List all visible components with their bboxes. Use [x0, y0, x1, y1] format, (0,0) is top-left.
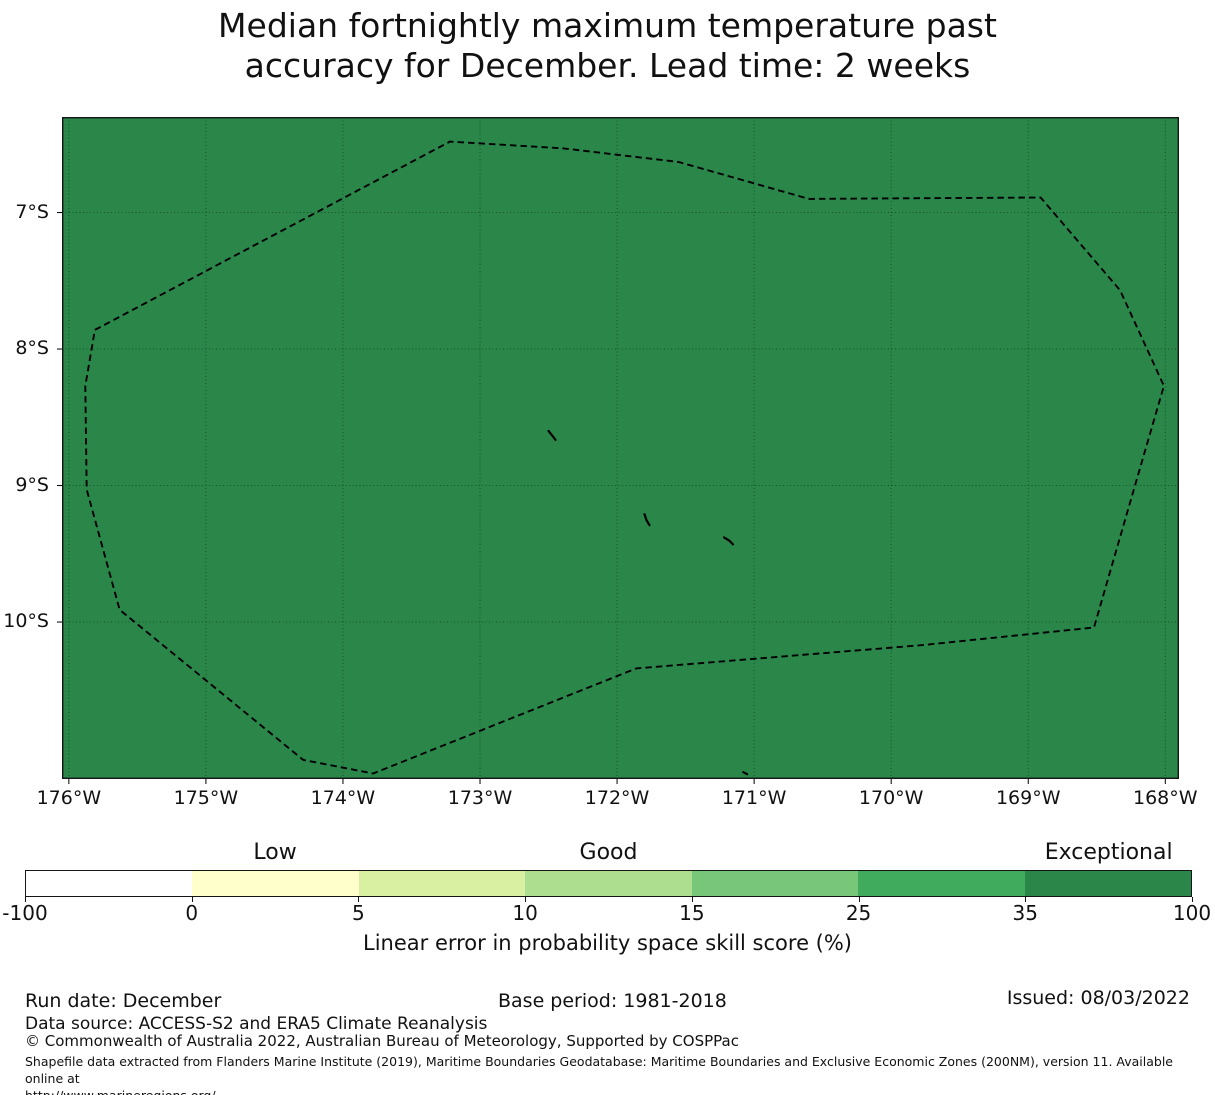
footer-copyright: © Commonwealth of Australia 2022, Austra… — [25, 1032, 739, 1050]
colorbar-segment — [525, 871, 692, 896]
map-plot-area — [57, 116, 1179, 784]
footer-shapefile-note: Shapefile data extracted from Flanders M… — [25, 1054, 1173, 1095]
colorbar-tick-label: 15 — [679, 901, 705, 925]
colorbar-tick — [358, 897, 360, 902]
colorbar-tick — [858, 897, 860, 902]
y-axis-tick-label: 9°S — [15, 473, 49, 496]
x-axis-tick-label: 174°W — [310, 787, 376, 809]
colorbar-tick-label: 25 — [845, 901, 872, 925]
colorbar-tick-label: 100 — [1172, 901, 1212, 925]
colorbar-segment — [858, 871, 1025, 896]
colorbar-tick — [1025, 897, 1027, 902]
colorbar-segment — [26, 871, 193, 896]
x-axis-tick-label: 168°W — [1133, 787, 1198, 809]
island-mark — [547, 429, 557, 441]
footer-issued-date: Issued: 08/03/2022 — [1006, 987, 1190, 1009]
y-axis-tick-label: 7°S — [15, 200, 49, 223]
eez-dashed-boundary — [84, 140, 1165, 775]
colorbar-tick-label: 10 — [512, 901, 538, 925]
colorbar-tick-label: 0 — [185, 901, 199, 925]
colorbar-tick — [691, 897, 693, 902]
colorbar-tick — [525, 897, 527, 902]
colorbar-segment — [358, 871, 526, 896]
colorbar-tick-label: 5 — [352, 901, 365, 925]
colorbar-category-label: Good — [579, 840, 638, 865]
map-canvas — [57, 116, 1179, 784]
colorbar-segment — [192, 871, 359, 896]
colorbar-category-label: Low — [253, 840, 297, 865]
colorbar-axis-label: Linear error in probability space skill … — [363, 931, 852, 955]
colorbar-tick-label: 35 — [1012, 901, 1039, 925]
x-axis-tick-label: 172°W — [584, 787, 650, 809]
x-axis-tick-label: 173°W — [447, 787, 513, 809]
colorbar-tick-label: -100 — [2, 901, 48, 925]
colorbar-category-label: Exceptional — [1044, 840, 1173, 865]
island-mark — [722, 536, 735, 546]
footer-data-source: Data source: ACCESS-S2 and ERA5 Climate … — [25, 1014, 488, 1034]
island-mark — [742, 771, 749, 776]
y-axis-tick-label: 10°S — [3, 610, 49, 633]
x-axis-tick-label: 175°W — [173, 787, 239, 809]
x-axis-tick-label: 169°W — [995, 787, 1061, 809]
map-frame — [61, 116, 1179, 779]
chart-title: Median fortnightly maximum temperature p… — [218, 6, 997, 85]
colorbar-segment — [691, 871, 859, 896]
island-mark — [643, 513, 651, 527]
colorbar — [25, 870, 1192, 897]
map-fill — [62, 117, 1179, 779]
x-axis-tick-label: 171°W — [721, 787, 787, 809]
footer-base-period: Base period: 1981-2018 — [498, 990, 727, 1012]
y-axis-tick-label: 8°S — [15, 337, 49, 360]
x-axis-tick-label: 170°W — [858, 787, 924, 809]
x-axis-tick-label: 176°W — [36, 787, 102, 809]
footer-run-date: Run date: December — [25, 990, 222, 1012]
colorbar-tick — [25, 897, 26, 902]
colorbar-tick — [191, 897, 193, 902]
colorbar-segment — [1024, 871, 1191, 896]
colorbar-tick — [1192, 897, 1193, 902]
